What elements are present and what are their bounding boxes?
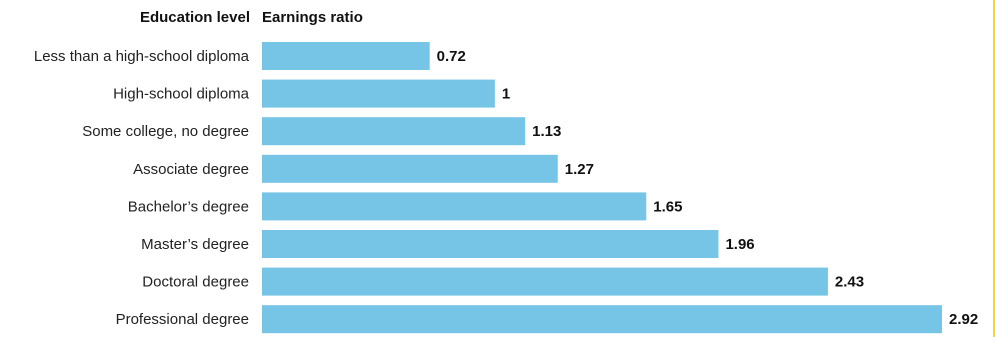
bar — [262, 230, 719, 258]
value-label: 1 — [502, 86, 510, 103]
bar — [262, 267, 828, 296]
value-label: 1.27 — [565, 161, 594, 178]
accent-edge — [993, 0, 995, 337]
bar — [262, 305, 942, 334]
category-label: Master’s degree — [141, 236, 249, 253]
category-label: Associate degree — [133, 161, 249, 178]
category-label: Doctoral degree — [142, 274, 249, 291]
bars-group: Less than a high-school diploma 0.72 High-… — [34, 42, 978, 334]
bar — [262, 79, 495, 108]
category-label: Bachelor’s degree — [128, 198, 249, 215]
value-label: 1.13 — [532, 123, 561, 140]
category-label: Some college, no degree — [82, 123, 249, 140]
value-label: 2.92 — [949, 311, 978, 328]
category-label: Less than a high-school diploma — [34, 48, 250, 65]
bar — [262, 192, 647, 221]
value-label: 0.72 — [437, 48, 466, 65]
category-label: High-school diploma — [113, 86, 250, 103]
value-label: 1.65 — [653, 198, 682, 215]
bar — [262, 154, 558, 183]
value-label: 1.96 — [725, 236, 754, 253]
bar — [262, 42, 430, 70]
value-column-header: Earnings ratio — [262, 9, 363, 26]
category-column-header: Education level — [140, 9, 250, 26]
category-label: Professional degree — [116, 311, 249, 328]
value-label: 2.43 — [835, 274, 864, 291]
bar — [262, 117, 526, 146]
